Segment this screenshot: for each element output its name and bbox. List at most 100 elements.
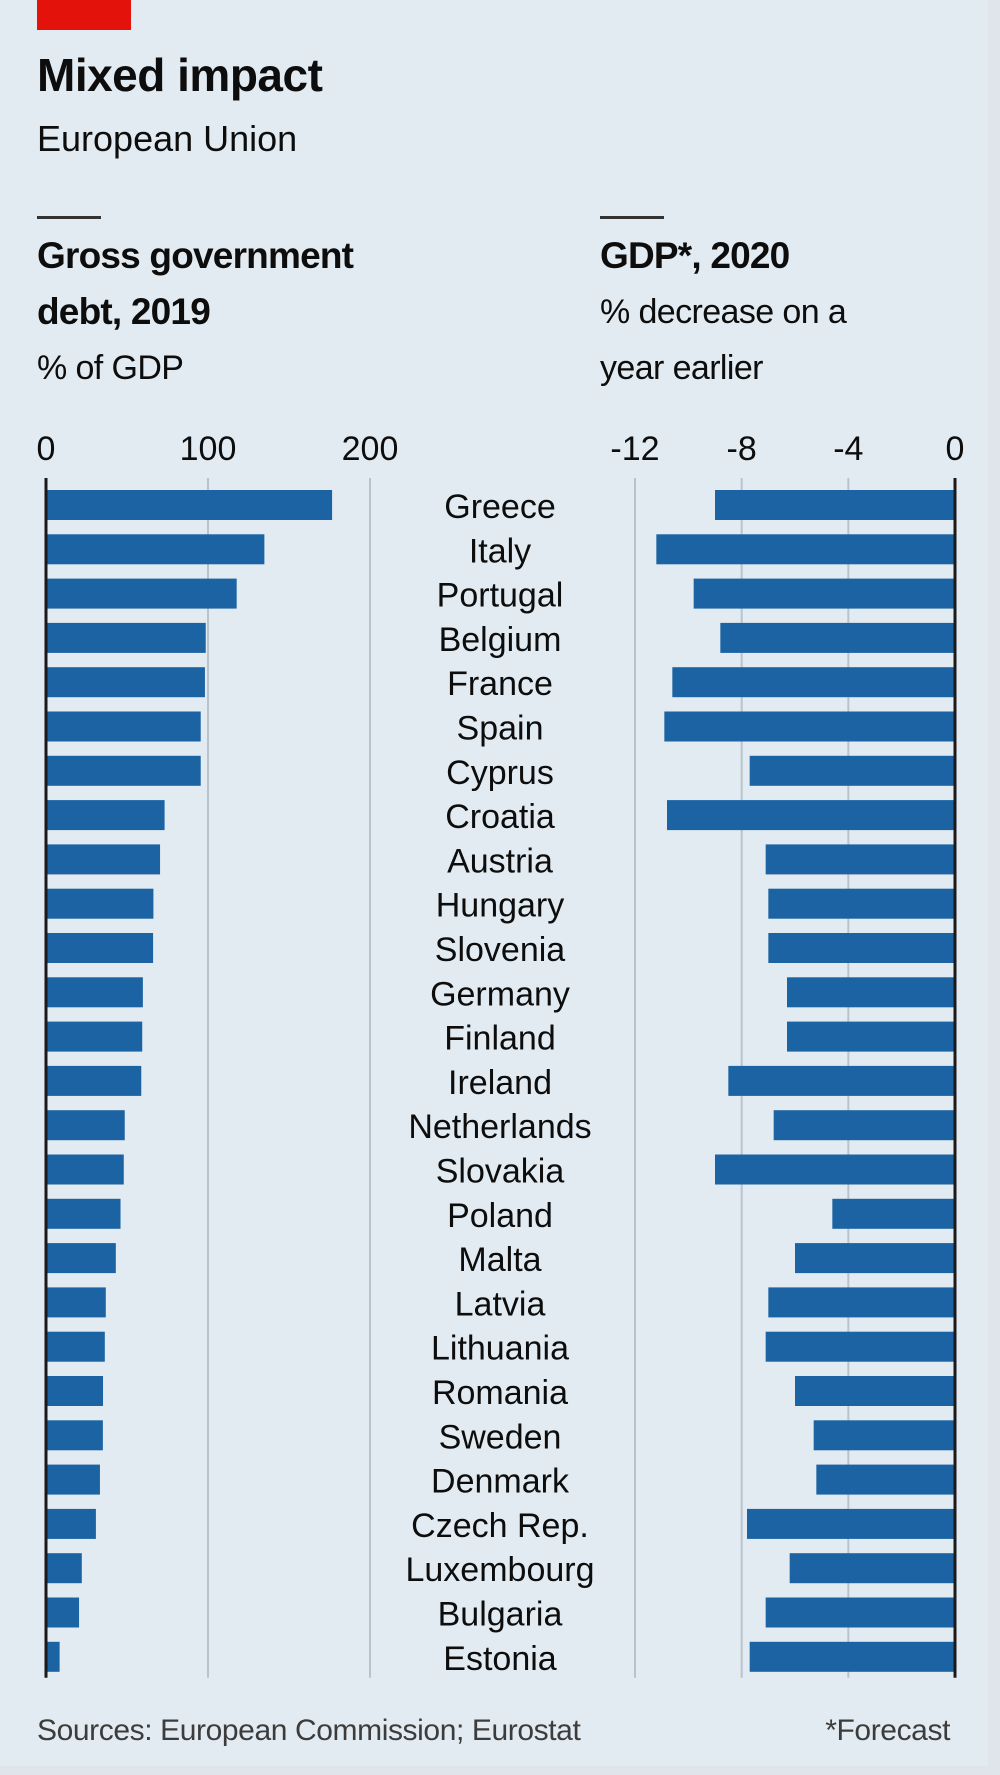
debt-bar bbox=[46, 1331, 105, 1362]
debt-bar bbox=[46, 1553, 82, 1584]
right-panel-unit-line2: year earlier bbox=[600, 349, 763, 387]
gdp-bar bbox=[768, 933, 955, 963]
debt-bar bbox=[46, 1641, 60, 1672]
gdp-bar bbox=[720, 622, 955, 653]
country-label: Slovenia bbox=[435, 931, 566, 969]
country-label: Germany bbox=[430, 975, 570, 1013]
debt-bar bbox=[46, 933, 154, 963]
country-label: Luxembourg bbox=[405, 1551, 594, 1589]
gdp-bar bbox=[667, 800, 955, 831]
gdp-tick-label: -12 bbox=[610, 430, 659, 468]
debt-bar bbox=[46, 888, 154, 919]
debt-bar bbox=[46, 1464, 100, 1495]
gdp-bar bbox=[768, 1287, 955, 1318]
debt-bar bbox=[46, 1243, 116, 1274]
country-label: Belgium bbox=[439, 621, 562, 659]
gdp-bar bbox=[789, 1553, 955, 1584]
gdp-bar bbox=[765, 844, 955, 875]
gdp-bar bbox=[787, 1021, 955, 1052]
gdp-bar bbox=[816, 1464, 955, 1495]
gdp-bar bbox=[715, 1154, 955, 1185]
source-note: Sources: European Commission; Eurostat bbox=[37, 1714, 581, 1747]
gdp-bar bbox=[749, 1641, 955, 1672]
debt-bar bbox=[46, 622, 206, 653]
debt-bar bbox=[46, 490, 333, 520]
debt-bar bbox=[46, 1021, 143, 1052]
country-label: Netherlands bbox=[408, 1108, 591, 1146]
gdp-bar bbox=[747, 1508, 955, 1539]
gdp-bar bbox=[832, 1198, 955, 1229]
right-panel-title: GDP*, 2020 bbox=[600, 235, 790, 276]
country-label: Romania bbox=[432, 1374, 568, 1412]
country-label: Malta bbox=[458, 1241, 541, 1279]
left-panel-unit: % of GDP bbox=[37, 349, 184, 387]
debt-bar bbox=[46, 1154, 124, 1185]
debt-tick-label: 0 bbox=[37, 430, 56, 468]
country-label: Latvia bbox=[455, 1285, 546, 1323]
country-label: Sweden bbox=[439, 1418, 562, 1456]
debt-tick-label: 100 bbox=[180, 430, 237, 468]
right-panel-unit-line1: % decrease on a bbox=[600, 293, 847, 331]
country-label: Czech Rep. bbox=[411, 1507, 589, 1545]
country-label: Estonia bbox=[443, 1640, 556, 1678]
gdp-bar bbox=[787, 977, 955, 1008]
debt-bar bbox=[46, 1198, 121, 1229]
country-label: Slovakia bbox=[436, 1153, 565, 1191]
right-panel-rule bbox=[600, 216, 664, 219]
forecast-footnote: *Forecast bbox=[825, 1714, 950, 1747]
country-label: Greece bbox=[444, 488, 556, 526]
debt-bar bbox=[46, 1110, 125, 1141]
debt-bar bbox=[46, 534, 265, 565]
gdp-bar bbox=[795, 1243, 955, 1274]
debt-bar bbox=[46, 1508, 96, 1539]
debt-bar bbox=[46, 1376, 104, 1406]
gdp-bar bbox=[749, 755, 955, 786]
gdp-bar bbox=[715, 490, 955, 520]
debt-bar bbox=[46, 711, 201, 742]
left-panel-title: Gross government debt, 2019 bbox=[37, 228, 354, 340]
debt-bar bbox=[46, 1597, 80, 1628]
country-label: France bbox=[447, 665, 553, 703]
gdp-bar bbox=[773, 1110, 955, 1141]
country-label: Denmark bbox=[431, 1463, 570, 1501]
country-label: Croatia bbox=[445, 798, 555, 836]
gdp-tick-label: -8 bbox=[727, 430, 757, 468]
gdp-bar bbox=[813, 1420, 955, 1451]
country-label: Lithuania bbox=[431, 1330, 569, 1368]
chart-subtitle: European Union bbox=[37, 118, 298, 159]
gdp-tick-label: -4 bbox=[833, 430, 863, 468]
country-label: Italy bbox=[469, 532, 531, 570]
country-label: Poland bbox=[447, 1197, 553, 1235]
country-label: Ireland bbox=[448, 1064, 552, 1102]
gdp-bar bbox=[728, 1065, 955, 1096]
debt-bar bbox=[46, 844, 161, 875]
debt-bar bbox=[46, 578, 237, 609]
debt-tick-label: 200 bbox=[342, 430, 399, 468]
debt-bar bbox=[46, 667, 205, 698]
gdp-bar bbox=[765, 1331, 955, 1362]
debt-bar bbox=[46, 1065, 142, 1096]
brand-red-tag bbox=[37, 0, 131, 30]
country-label: Hungary bbox=[436, 887, 565, 925]
debt-bar bbox=[46, 1420, 103, 1451]
gdp-bar bbox=[664, 711, 955, 742]
country-label: Cyprus bbox=[446, 754, 554, 792]
right-panel-unit: % decrease on a year earlier bbox=[600, 284, 847, 396]
country-label: Austria bbox=[447, 842, 553, 880]
left-panel-rule bbox=[37, 216, 101, 219]
debt-bar bbox=[46, 1287, 106, 1318]
gdp-bar bbox=[765, 1597, 955, 1628]
gdp-bar bbox=[693, 578, 955, 609]
gdp-bar bbox=[672, 667, 955, 698]
gdp-tick-label: 0 bbox=[946, 430, 965, 468]
country-label: Finland bbox=[444, 1020, 556, 1058]
gdp-bar bbox=[768, 888, 955, 919]
debt-bar bbox=[46, 755, 201, 786]
country-label: Bulgaria bbox=[438, 1596, 563, 1634]
gdp-bar bbox=[656, 534, 955, 565]
country-label: Spain bbox=[457, 710, 544, 748]
debt-bar bbox=[46, 800, 165, 831]
gdp-bar bbox=[795, 1376, 955, 1406]
